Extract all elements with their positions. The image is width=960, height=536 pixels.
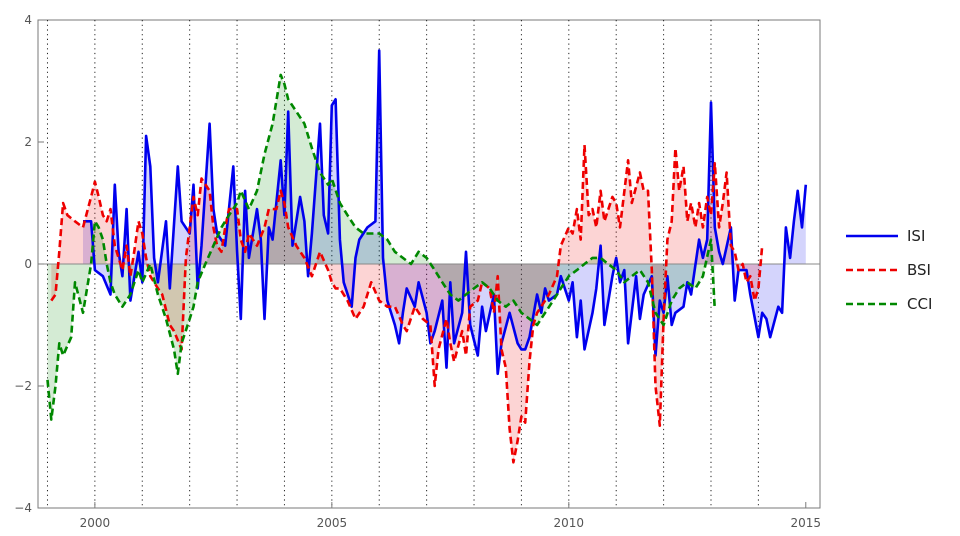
y-tick-label: 2: [24, 135, 32, 149]
cci-fill: [47, 74, 715, 420]
bsi-fill: [51, 145, 763, 463]
cci-line: [46, 73, 717, 421]
y-tick-label: 4: [24, 13, 32, 27]
series-lines: [46, 49, 808, 464]
legend-label-bsi: BSI: [907, 261, 931, 279]
bsi-line: [50, 143, 764, 464]
y-tick-label: 0: [24, 257, 32, 271]
legend: ISI BSI CCI: [846, 227, 932, 313]
legend-label-isi: ISI: [907, 227, 925, 245]
x-tick-label: 2000: [80, 516, 111, 530]
axis-ticks: −4 −2 0 2 4 2000 2005 2010 2015: [14, 13, 821, 530]
x-tick-label: 2015: [791, 516, 822, 530]
x-tick-label: 2005: [317, 516, 348, 530]
y-tick-label: −2: [14, 379, 32, 393]
isi-line: [83, 49, 808, 376]
x-tick-label: 2010: [554, 516, 585, 530]
legend-label-cci: CCI: [907, 295, 932, 313]
y-tick-label: −4: [14, 501, 32, 515]
